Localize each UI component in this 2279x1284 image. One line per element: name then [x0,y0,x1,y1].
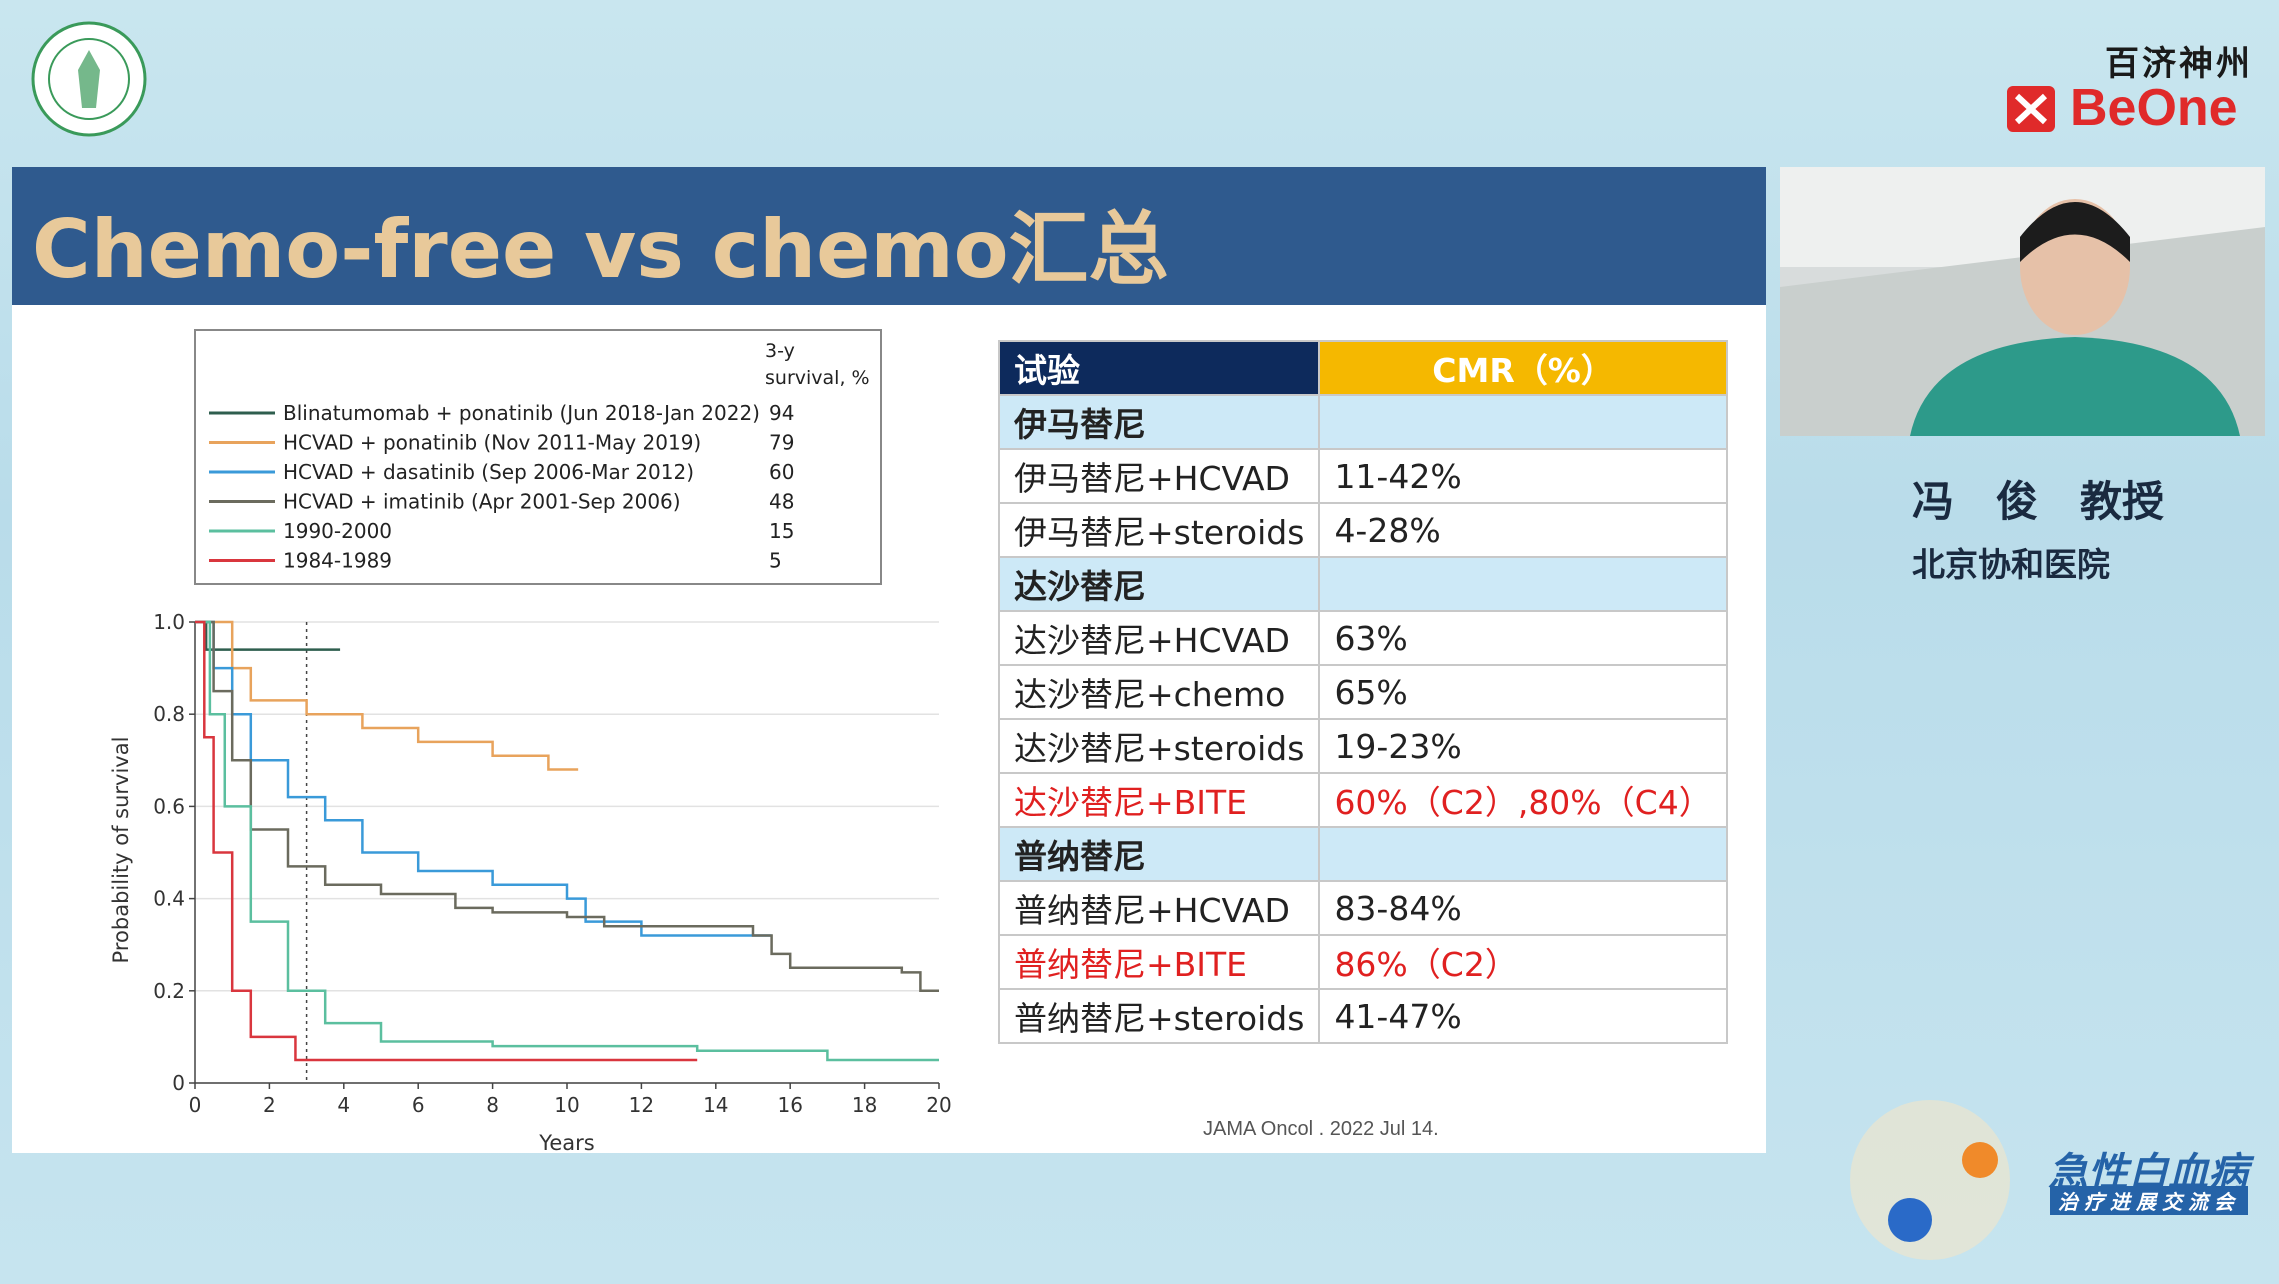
x-tick-label: 14 [703,1093,728,1117]
cmr-cell: 11-42% [1318,448,1728,504]
cmr-cell: 63% [1318,610,1728,666]
event-subtitle: 治疗进展交流会 [2050,1186,2248,1215]
trial-cell: 达沙替尼+BITE [997,772,1321,828]
cmr-cell: 83-84% [1318,880,1728,936]
x-tick-label: 18 [852,1093,877,1117]
section-row: 达沙替尼 [997,556,1728,612]
y-tick-label: 0 [172,1071,185,1095]
legend-value: 60 [769,460,794,484]
x-tick-label: 12 [629,1093,654,1117]
section-row: 普纳替尼 [997,826,1728,882]
x-tick-label: 20 [926,1093,951,1117]
section-cell [1318,394,1728,450]
section-row: 伊马替尼 [997,394,1728,450]
speaker-name: 冯 俊 教授 [1912,477,2165,526]
legend-label: 1984-1989 [283,549,392,573]
header-cell: CMR（%） [1318,340,1728,396]
section-cell: 伊马替尼 [997,394,1321,450]
table-row: 伊马替尼+HCVAD 11-42% [997,448,1728,504]
x-tick-label: 16 [777,1093,802,1117]
slide-title: Chemo-free vs chemo汇总 [32,203,1169,296]
header-row: 试验 CMR（%） [997,340,1728,396]
org-logo [31,21,147,137]
x-tick-label: 0 [189,1093,202,1117]
y-tick-label: 0.8 [153,702,185,726]
table-row: 达沙替尼+BITE 60%（C2）,80%（C4） [997,772,1728,828]
trial-cell: 达沙替尼+HCVAD [997,610,1321,666]
cmr-cell: 86%（C2） [1318,934,1728,990]
survival-curve [195,620,939,993]
cmr-cell: 4-28% [1318,502,1728,558]
legend-label: 1990-2000 [283,519,392,543]
x-tick-label: 8 [486,1093,499,1117]
header-cell: 试验 [997,340,1321,396]
table-row: 达沙替尼+HCVAD 63% [997,610,1728,666]
y-tick-label: 0.4 [153,887,185,911]
section-cell: 普纳替尼 [997,826,1321,882]
speaker-affiliation: 北京协和医院 [1912,545,2110,584]
section-cell [1318,826,1728,882]
brand-icon [2007,86,2055,132]
legend-header-text: 3-y survival, % [765,340,870,389]
survival-curve [195,620,579,771]
section-cell: 达沙替尼 [997,556,1321,612]
trial-cell: 伊马替尼+HCVAD [997,448,1321,504]
table-row: 伊马替尼+steroids 4-28% [997,502,1728,558]
x-tick-label: 10 [554,1093,579,1117]
cmr-cell: 41-47% [1318,988,1728,1044]
x-tick-label: 4 [337,1093,350,1117]
survival-curve [195,620,698,1062]
cmr-cell: 19-23% [1318,718,1728,774]
legend-label: HCVAD + ponatinib (Nov 2011-May 2019) [283,431,701,455]
cmr-cell: 65% [1318,664,1728,720]
y-tick-label: 1.0 [153,610,185,634]
legend-value: 5 [769,549,782,573]
x-tick-label: 2 [263,1093,276,1117]
trial-cell: 伊马替尼+steroids [997,502,1321,558]
cmr-table: 试验 CMR（%） 伊马替尼 伊马替尼+HCVAD 11-42% 伊马替尼+steroid… [997,340,1728,1044]
legend-header: 3-y survival, % [765,340,870,389]
brand-en: BeOne [2070,79,2238,137]
legend-value: 94 [769,401,794,425]
survival-curve [195,620,341,651]
brand-cn: 百济神州 [2105,44,2253,84]
y-axis-label: Probability of survival [109,737,133,964]
y-tick-label: 0.2 [153,979,185,1003]
table-row: 普纳替尼+steroids 41-47% [997,988,1728,1044]
legend-value: 79 [769,431,794,455]
cmr-cell: 60%（C2）,80%（C4） [1318,772,1728,828]
table-row: 达沙替尼+chemo 65% [997,664,1728,720]
legend-label: HCVAD + dasatinib (Sep 2006-Mar 2012) [283,460,694,484]
table-body: 试验 CMR（%） 伊马替尼 伊马替尼+HCVAD 11-42% 伊马替尼+steroid… [997,340,1728,1044]
trial-cell: 达沙替尼+chemo [997,664,1321,720]
speaker-video [1780,167,2265,436]
title-band [12,167,1766,305]
event-logo [1850,1100,2010,1260]
trial-cell: 普纳替尼+steroids [997,988,1321,1044]
legend-value: 15 [769,519,794,543]
y-tick-label: 0.6 [153,794,185,818]
table-row: 普纳替尼+BITE 86%（C2） [997,934,1728,990]
citation: JAMA Oncol . 2022 Jul 14. [1203,1118,1439,1140]
legend-label: HCVAD + imatinib (Apr 2001-Sep 2006) [283,490,681,514]
legend-box [194,329,882,585]
trial-cell: 普纳替尼+HCVAD [997,880,1321,936]
trial-cell: 达沙替尼+steroids [997,718,1321,774]
table-row: 达沙替尼+steroids 19-23% [997,718,1728,774]
survival-curve [195,620,772,937]
video-frame [1780,167,2265,436]
x-tick-label: 6 [412,1093,425,1117]
section-cell [1318,556,1728,612]
legend-label: Blinatumomab + ponatinib (Jun 2018-Jan 2… [283,401,760,425]
legend-value: 48 [769,490,794,514]
table-row: 普纳替尼+HCVAD 83-84% [997,880,1728,936]
trial-cell: 普纳替尼+BITE [997,934,1321,990]
survival-curve [195,620,939,1062]
x-axis-label: Years [538,1131,594,1155]
